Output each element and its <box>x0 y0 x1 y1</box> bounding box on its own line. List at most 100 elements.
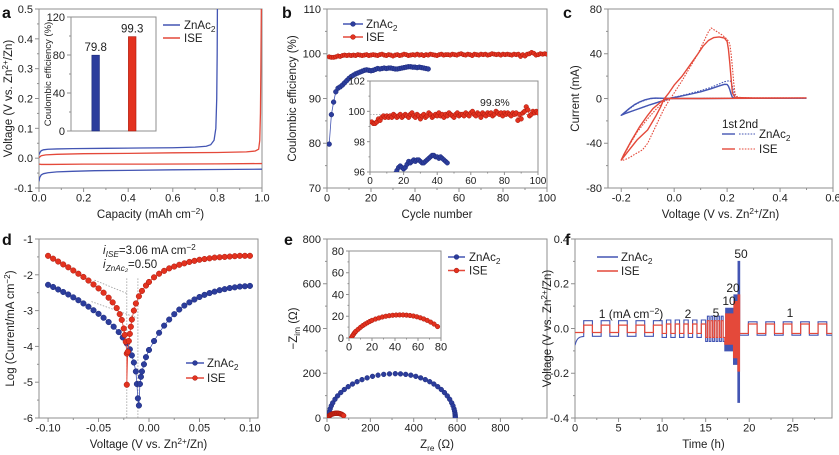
d-ISE-point <box>126 330 133 337</box>
b-inset-x-tick-label: 0 <box>367 176 373 187</box>
d-ISE-point <box>186 258 193 265</box>
d-legend-marker-ISE <box>192 375 198 381</box>
f-y-axis-label-part: /Zn) <box>542 270 554 291</box>
d-ZnAc2-point <box>156 329 163 336</box>
e-ZnAc2-point <box>381 371 387 378</box>
e-ZnAc2-point <box>341 386 347 393</box>
d-ZnAc2-point <box>181 302 188 309</box>
b-inset-ZnAc2-point <box>379 215 384 220</box>
f-series-ZnAc2 <box>575 260 832 403</box>
b-inset-ZnAc2-point <box>378 221 383 226</box>
a-legend-label-ZnAc2: ZnAc2 <box>184 20 216 34</box>
d-ISE-point <box>118 316 125 323</box>
e-ZnAc2-point <box>422 376 428 383</box>
d-annotation-line-part: i <box>103 259 106 271</box>
e-ZnAc2-point <box>418 375 424 381</box>
d-ISE-point <box>80 273 87 281</box>
d-ISE-point <box>75 270 82 277</box>
b-inset-ZnAc2-point <box>386 186 391 191</box>
c-legend-label-ZnAc2: ZnAc2 <box>759 129 791 143</box>
d-ZnAc2-point <box>110 323 117 330</box>
f-y-axis-label-part: Voltage (V vs. Zn <box>542 300 554 388</box>
d-ISE-point <box>60 261 67 268</box>
f-legend-label-ZnAc2-part: 2 <box>648 257 653 266</box>
c-y-tick-label: 80 <box>590 4 602 16</box>
a-x-axis-label: Capacity (mAh cm−2) <box>97 207 204 221</box>
e-ZnAc2-point <box>413 373 419 380</box>
b-inset-x-tick-label: 20 <box>398 176 410 187</box>
b-legend-label-ISE: ISE <box>366 32 385 44</box>
panel-a: a 0.0 0.2 0.4 0.6 0.8 1.0-0.10.00.10.20.30.40… <box>1 4 270 221</box>
c-x-tick-label: 0.0 <box>667 193 682 205</box>
c-legend-label-ZnAc2-part: ZnAc <box>759 129 786 141</box>
e-y-tick-label: 600 <box>303 279 321 291</box>
a-y-axis-label: Voltage (V vs. Zn2+/Zn) <box>1 40 15 158</box>
b-x-axis-label: Cycle number <box>402 209 473 221</box>
d-ISE-point <box>130 307 137 314</box>
d-ISE-point <box>132 300 139 307</box>
d-ZnAc2-point <box>140 361 148 368</box>
d-ISE-point <box>121 331 128 338</box>
b-x-tick-label: 40 <box>409 193 421 205</box>
e-x-axis-label: Zre (Ω) <box>420 439 454 453</box>
d-ISE-point <box>100 289 107 296</box>
d-ISE-point <box>105 294 112 301</box>
b-inset-ZnAc2-point <box>376 226 381 231</box>
d-annotation-line-part: ZnAc₂ <box>105 264 129 273</box>
d-ISE-point <box>201 256 208 263</box>
d-ISE-point <box>109 299 116 306</box>
d-annotation-line-part: =3.06 mA cm <box>119 245 186 257</box>
c-frame <box>607 8 834 189</box>
e-inset-y-tick-label: 20 <box>332 311 344 323</box>
f-y-axis-label: Voltage (V vs. Zn2+/Zn) <box>540 270 554 388</box>
a-x-tick-label: 0.4 <box>121 193 136 205</box>
f-y-tick-label: -0.4 <box>550 413 569 425</box>
b-inset-frame <box>369 80 539 173</box>
e-ZnAc2-point <box>397 371 404 377</box>
a-inset-bar-ZnAc2 <box>91 54 100 132</box>
e-x-tick-label: 0 <box>324 423 330 435</box>
a-x-tick-label: 0.8 <box>210 193 225 205</box>
d-ZnAc2-point <box>166 316 173 323</box>
f-y-tick-label: 0.4 <box>554 234 569 246</box>
c-series-ZnAc2-1st <box>620 83 807 116</box>
e-x-axis-label-part: (Ω) <box>434 439 454 451</box>
d-ISE-point <box>206 255 213 262</box>
d-legend-marker-ZnAc2 <box>192 360 198 366</box>
d-ISE-point <box>138 287 145 294</box>
f-current-density-label-part: ) <box>659 307 663 321</box>
b-inset-ZnAc2-point <box>383 200 388 205</box>
d-ZnAc2-point <box>90 307 97 314</box>
a-x-tick-label: 0.6 <box>165 193 180 205</box>
a-x-tick-label: 0.0 <box>31 193 46 205</box>
d-ZnAc2-point <box>85 303 92 310</box>
d-ISE-point <box>166 265 173 272</box>
d-ISE-point <box>181 260 188 267</box>
panel-label-c: c <box>563 5 572 22</box>
a-inset-y-tick-label: 40 <box>53 88 65 100</box>
d-x-tick-label: -0.05 <box>86 423 111 435</box>
d-ISE-point <box>45 252 52 259</box>
a-y-tick-label: 0.0 <box>18 153 33 165</box>
b-x-tick-label: 100 <box>538 193 556 205</box>
f-legend-label-ZnAc2-part: ZnAc <box>621 252 648 264</box>
d-ISE-point <box>191 257 198 264</box>
d-ZnAc2-point <box>206 290 213 297</box>
e-ZnAc2-point <box>354 379 360 385</box>
d-ISE-point <box>95 285 102 292</box>
panel-e: e 0 200 400 600 8000200400600800ZnAc2ISEZre … <box>284 232 548 453</box>
e-data <box>327 371 458 418</box>
e-ZnAc2-point <box>338 389 344 396</box>
e-legend-label-ZnAc2-part: 2 <box>496 257 501 266</box>
e-ZnAc2-point <box>359 376 365 383</box>
d-ZnAc2-point <box>135 402 142 409</box>
d-legend-label-ZnAc2-part: 2 <box>234 363 239 372</box>
d-x-axis-label: Voltage (V vs. Zn2+/Zn) <box>90 437 208 451</box>
e-ZnAc2-point <box>349 381 356 387</box>
d-frame <box>38 238 259 419</box>
a-inset-plot-background <box>71 17 156 131</box>
d-ISE-point <box>216 254 223 261</box>
b-ZnAc2-point <box>327 141 332 147</box>
f-current-density-label-part: 1 (mA cm <box>599 307 650 321</box>
